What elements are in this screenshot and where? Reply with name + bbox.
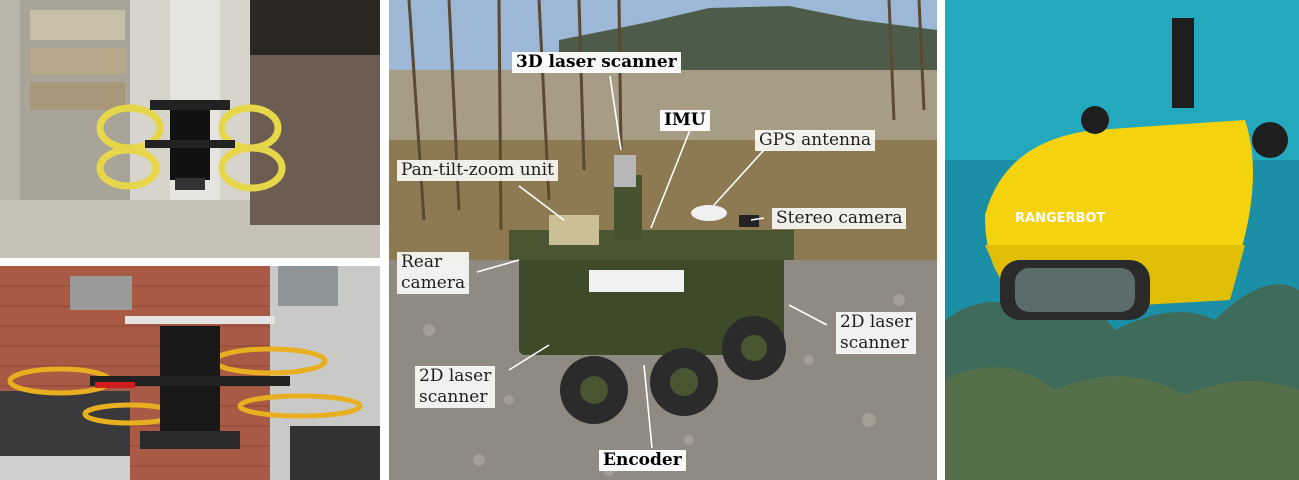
label-2d-laser-scanner-left: 2D laser scanner [415, 366, 496, 408]
label-2d-laser-scanner-left-line1: 2D laser [415, 366, 496, 387]
label-stereo-camera: Stereo camera [772, 208, 907, 229]
label-3d-laser-scanner: 3D laser scanner [512, 52, 681, 73]
label-rear-camera: Rear camera [397, 252, 470, 294]
label-imu: IMU [660, 110, 710, 131]
label-2d-laser-scanner-right-line2: scanner [836, 333, 917, 354]
label-2d-laser-scanner-right: 2D laser scanner [836, 312, 917, 354]
label-rear-camera-line1: Rear [397, 252, 470, 273]
label-rear-camera-line2: camera [397, 273, 470, 294]
label-gps-antenna: GPS antenna [755, 130, 876, 151]
photo-outdoor-drone [0, 266, 380, 480]
photo-ground-robot: 3D laser scanner IMU GPS antenna Pan-til… [389, 0, 937, 480]
photo-indoor-drone [0, 0, 380, 258]
photo-underwater-robot: RANGERBOT [945, 0, 1299, 480]
label-pan-tilt-zoom-unit: Pan-tilt-zoom unit [397, 160, 558, 181]
label-encoder: Encoder [599, 450, 686, 471]
label-2d-laser-scanner-left-line2: scanner [415, 387, 496, 408]
rangerbot-logo: RANGERBOT [1015, 211, 1105, 226]
label-2d-laser-scanner-right-line1: 2D laser [836, 312, 917, 333]
